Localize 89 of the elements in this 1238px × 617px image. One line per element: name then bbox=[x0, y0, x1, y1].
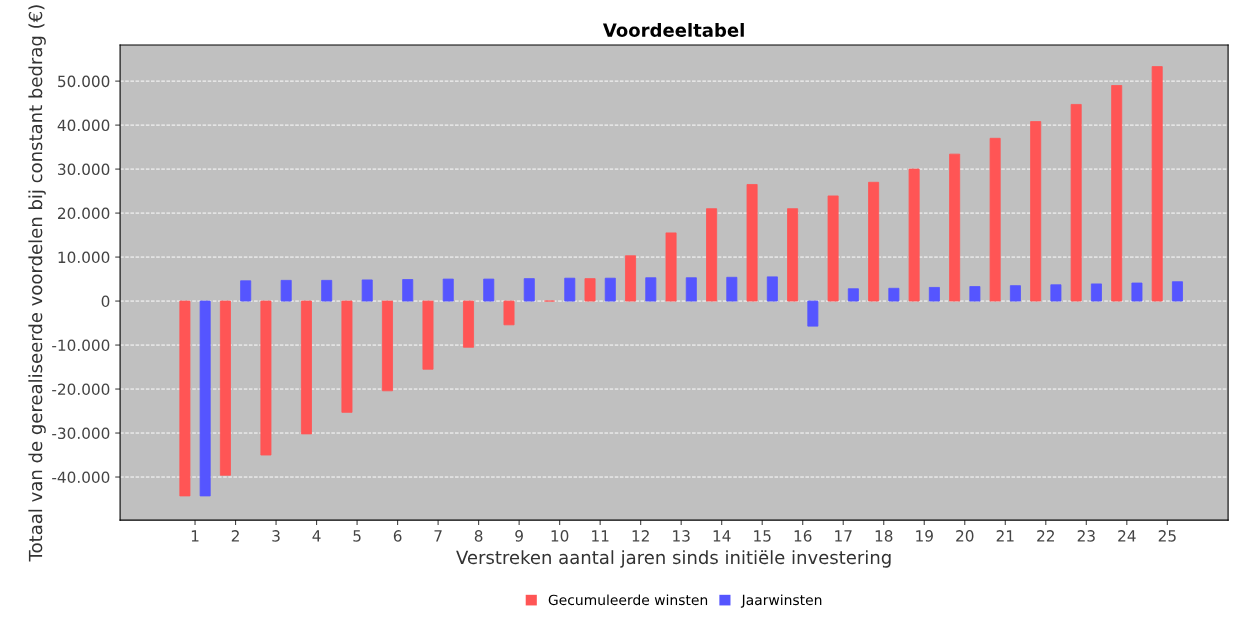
bar bbox=[381, 300, 393, 392]
bar bbox=[523, 278, 535, 302]
bar bbox=[483, 278, 495, 302]
bar bbox=[321, 279, 333, 302]
bar bbox=[361, 279, 373, 302]
x-tick-label: 17 bbox=[835, 530, 852, 542]
x-tick-label: 6 bbox=[393, 530, 402, 542]
x-axis-title: Verstreken aantal jaren sinds initiële investering bbox=[456, 550, 891, 568]
x-tick-label: 10 bbox=[551, 530, 569, 542]
y-axis-title: Totaal van de gerealiseerde voordelen bij constant bedrag (€) bbox=[28, 5, 46, 562]
bar bbox=[928, 287, 940, 302]
bar bbox=[564, 277, 576, 302]
bar bbox=[888, 287, 900, 302]
y-tick-label: 40.000 bbox=[57, 119, 110, 132]
x-tick-label: 18 bbox=[875, 530, 893, 542]
bar bbox=[908, 168, 920, 302]
bar bbox=[746, 184, 758, 302]
bar bbox=[1131, 282, 1143, 302]
x-tick-label: 19 bbox=[916, 530, 933, 542]
bar bbox=[625, 255, 637, 302]
x-tick-label: 22 bbox=[1037, 530, 1054, 542]
x-tick-label: 23 bbox=[1077, 530, 1095, 542]
bar bbox=[1171, 281, 1183, 302]
bar bbox=[847, 288, 859, 302]
bar bbox=[949, 153, 961, 302]
bar bbox=[604, 277, 616, 302]
y-tick-label: 0 bbox=[101, 295, 110, 308]
bar bbox=[827, 195, 839, 302]
bar bbox=[341, 300, 353, 413]
bar bbox=[1009, 285, 1021, 302]
x-tick-label: 24 bbox=[1118, 530, 1136, 542]
y-tick-label: 20.000 bbox=[58, 207, 110, 220]
bar bbox=[1030, 121, 1042, 302]
x-tick-label: 13 bbox=[673, 530, 690, 542]
x-tick-label: 3 bbox=[272, 530, 280, 542]
bar bbox=[766, 276, 778, 302]
bar bbox=[503, 300, 515, 326]
bar bbox=[1090, 283, 1102, 302]
bar bbox=[199, 300, 211, 497]
bar bbox=[706, 208, 718, 302]
bar bbox=[807, 300, 819, 327]
x-tick-label: 4 bbox=[312, 530, 321, 542]
bar bbox=[240, 280, 252, 302]
bar bbox=[1111, 85, 1123, 302]
y-tick-label: -30.000 bbox=[52, 427, 110, 440]
bar bbox=[1050, 284, 1062, 302]
bar bbox=[584, 278, 596, 302]
bar bbox=[280, 279, 292, 302]
bar bbox=[260, 300, 272, 456]
x-tick-label: 25 bbox=[1158, 530, 1176, 542]
bar bbox=[645, 277, 657, 302]
x-tick-label: 8 bbox=[474, 530, 483, 542]
bar bbox=[300, 300, 312, 435]
legend-label: Gecumuleerde winsten bbox=[548, 594, 708, 606]
bar bbox=[1151, 66, 1163, 302]
x-tick-label: 7 bbox=[434, 530, 442, 542]
x-tick-label: 20 bbox=[956, 530, 974, 542]
bar bbox=[665, 232, 677, 302]
x-tick-label: 9 bbox=[515, 530, 523, 542]
y-tick-label: 30.000 bbox=[58, 163, 110, 176]
bar bbox=[463, 300, 474, 348]
bar bbox=[1070, 104, 1082, 302]
bar bbox=[868, 181, 880, 302]
y-tick-label: 10.000 bbox=[58, 251, 110, 264]
bar bbox=[422, 300, 434, 370]
bar bbox=[179, 300, 191, 497]
x-tick-label: 1 bbox=[191, 530, 199, 542]
x-tick-label: 11 bbox=[592, 530, 609, 542]
y-tick-label: -40.000 bbox=[52, 471, 110, 484]
x-tick-label: 15 bbox=[754, 530, 771, 542]
x-tick-label: 16 bbox=[794, 530, 812, 542]
y-tick-label: -10.000 bbox=[52, 339, 110, 352]
bar bbox=[989, 137, 1001, 302]
bar bbox=[442, 278, 454, 302]
y-tick-label: -20.000 bbox=[52, 383, 110, 396]
bar bbox=[969, 286, 981, 302]
bar bbox=[787, 208, 799, 302]
x-tick-label: 21 bbox=[996, 530, 1014, 542]
bar bbox=[402, 279, 414, 302]
x-tick-label: 5 bbox=[353, 530, 361, 542]
x-tick-label: 2 bbox=[231, 530, 239, 542]
legend-label: Jaarwinsten bbox=[740, 594, 822, 608]
chart-title: Voordeeltabel bbox=[602, 22, 744, 37]
x-tick-label: 12 bbox=[632, 530, 649, 542]
bar bbox=[726, 276, 738, 302]
x-tick-label: 14 bbox=[713, 530, 731, 542]
bar bbox=[219, 300, 231, 476]
y-tick-label: 50.000 bbox=[58, 75, 110, 88]
bar bbox=[685, 277, 697, 302]
